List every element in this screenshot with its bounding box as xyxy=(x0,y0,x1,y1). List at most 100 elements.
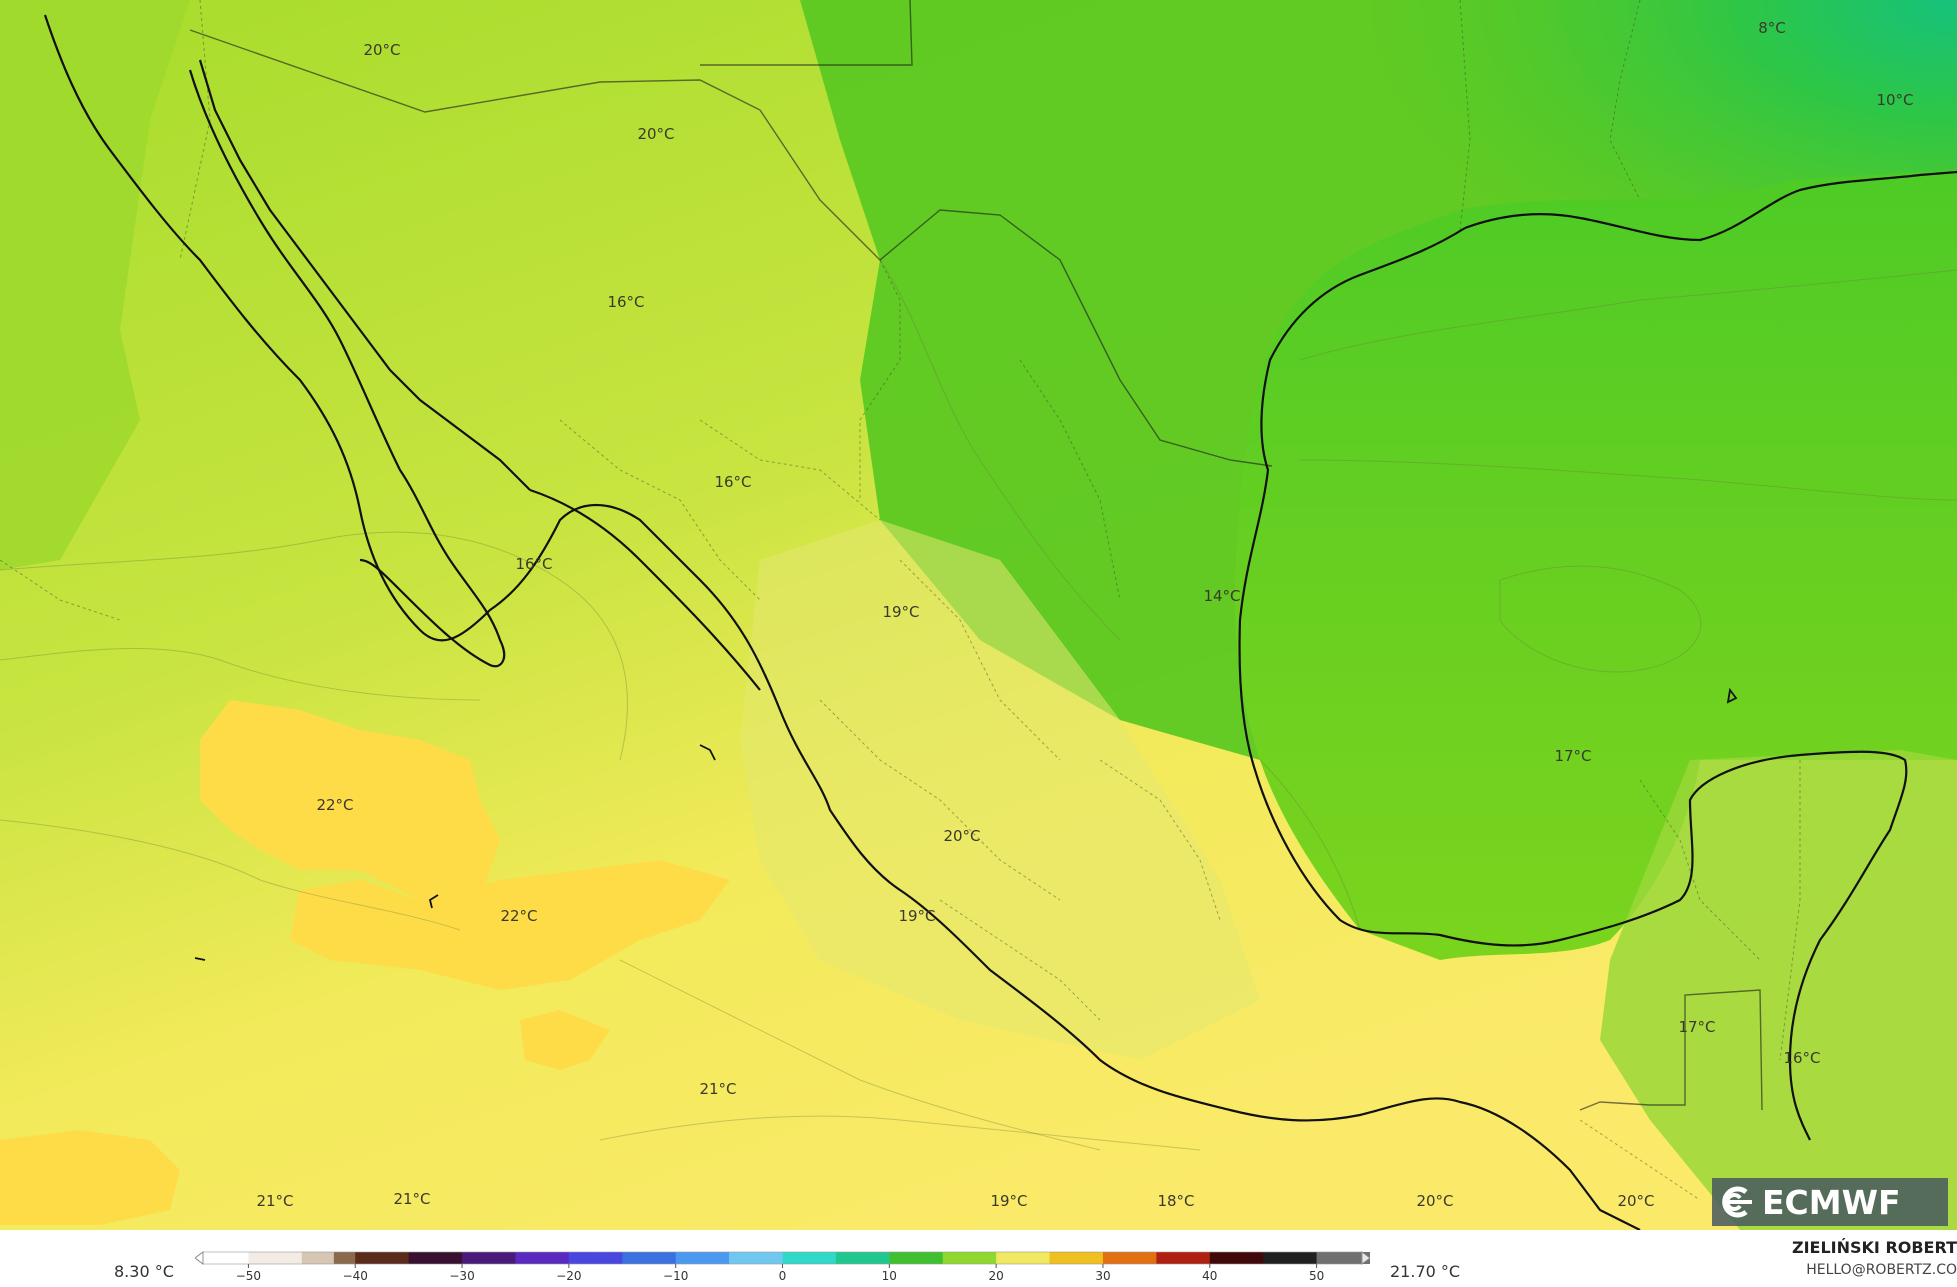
colorbar-segment xyxy=(1273,1252,1286,1264)
state-borders xyxy=(0,0,1801,1201)
colorbar-tick-label: −30 xyxy=(449,1269,474,1283)
colorbar-segment xyxy=(1006,1252,1018,1264)
colorbar-tick-label: −20 xyxy=(556,1269,581,1283)
colorbar-segment xyxy=(803,1252,816,1264)
colorbar-segment xyxy=(953,1252,965,1264)
colorbar-segment xyxy=(451,1252,463,1264)
pacific-warm-patch-2 xyxy=(290,860,730,990)
colorbar-segment xyxy=(1348,1252,1360,1264)
colorbar-segment xyxy=(964,1252,976,1264)
colorbar-segment xyxy=(889,1252,901,1264)
temperature-label: 20°C xyxy=(1416,1192,1454,1210)
colorbar-tick-label: −50 xyxy=(236,1269,261,1283)
colorbar-segment xyxy=(397,1252,410,1264)
colorbar-segment xyxy=(526,1252,538,1264)
gulf-of-mexico xyxy=(1235,170,1957,960)
islands xyxy=(194,687,1738,961)
colorbar-segment xyxy=(654,1252,666,1264)
colorbar-segment xyxy=(579,1252,591,1264)
colorbar-segment xyxy=(472,1252,484,1264)
colorbar-segment xyxy=(504,1252,516,1264)
colorbar-segment xyxy=(718,1252,730,1264)
colorbar-segment xyxy=(483,1252,495,1264)
colorbar-segment xyxy=(900,1252,912,1264)
colorbar-segment xyxy=(632,1252,645,1264)
colorbar-segment xyxy=(643,1252,655,1264)
temperature-label: 21°C xyxy=(256,1192,294,1210)
temperature-label: 19°C xyxy=(990,1192,1028,1210)
coastlines xyxy=(43,14,1957,1230)
colorbar-segment xyxy=(771,1252,783,1264)
colorbar-segment xyxy=(1241,1252,1253,1264)
colorbar-segment xyxy=(494,1252,506,1264)
colorbar-segment xyxy=(269,1252,281,1264)
ecmwf-logo: ECMWF xyxy=(1712,1178,1948,1226)
colorbar-segment xyxy=(387,1252,399,1264)
temperature-label: 16°C xyxy=(1783,1049,1821,1067)
colorbar-segment xyxy=(1049,1252,1061,1264)
legend-min-value: 8.30 °C xyxy=(114,1262,174,1281)
colorbar-tick-label: 40 xyxy=(1202,1269,1217,1283)
colorbar-segment xyxy=(547,1252,559,1264)
temperature-label: 22°C xyxy=(500,907,538,925)
temperature-label: 16°C xyxy=(714,473,752,491)
temperature-label: 20°C xyxy=(637,125,675,143)
colorbar-segment xyxy=(558,1252,570,1264)
colorbar-segment xyxy=(814,1252,826,1264)
ecmwf-logo-text: ECMWF xyxy=(1762,1182,1901,1222)
colorbar-segment xyxy=(1295,1252,1307,1264)
colorbar-segment xyxy=(1188,1252,1200,1264)
colorbar-segment xyxy=(611,1252,623,1264)
colorbar-segment xyxy=(825,1252,837,1264)
colorbar-segment xyxy=(686,1252,698,1264)
temperature-label: 21°C xyxy=(393,1190,431,1208)
temperature-label: 10°C xyxy=(1876,91,1914,109)
colorbar-segment xyxy=(942,1252,954,1264)
colorbar-segment xyxy=(590,1252,602,1264)
temperature-label: 20°C xyxy=(943,827,981,845)
colorbar-segment xyxy=(857,1252,869,1264)
temperature-label: 20°C xyxy=(1617,1192,1655,1210)
colorbar-segment xyxy=(430,1252,442,1264)
colorbar-segment xyxy=(344,1252,356,1264)
colorbar-segment xyxy=(996,1252,1008,1264)
colorbar-segment xyxy=(910,1252,922,1264)
central-plateau xyxy=(740,520,1260,1060)
colorbar-segment xyxy=(365,1252,378,1264)
colorbar-segment xyxy=(205,1252,217,1264)
colorbar-segment xyxy=(1220,1252,1232,1264)
colorbar-tick-label: 10 xyxy=(882,1269,897,1283)
colorbar-segment xyxy=(536,1252,548,1264)
colorbar-segment xyxy=(1327,1252,1339,1264)
legend-max-value: 21.70 °C xyxy=(1390,1262,1461,1281)
temperature-label: 22°C xyxy=(316,796,354,814)
temperature-map xyxy=(0,0,1957,1230)
colorbar-segment xyxy=(1081,1252,1093,1264)
colorbar-segment xyxy=(1124,1252,1136,1264)
colorbar-segment xyxy=(323,1252,335,1264)
colorbar-segment xyxy=(1167,1252,1179,1264)
colorbar-tick-label: −10 xyxy=(663,1269,688,1283)
colorbar-segment xyxy=(568,1252,581,1264)
colorbar-segment xyxy=(248,1252,260,1264)
contour-lines xyxy=(0,259,1957,1151)
colorbar-segment xyxy=(462,1252,474,1264)
colorbar-segment xyxy=(312,1252,324,1264)
colorbar-segment xyxy=(1102,1252,1115,1264)
colorbar-segment xyxy=(237,1252,249,1264)
colorbar-segment xyxy=(419,1252,431,1264)
temperature-label: 21°C xyxy=(699,1080,737,1098)
colorbar-segment xyxy=(1209,1252,1221,1264)
colorbar-segment xyxy=(974,1252,986,1264)
temperature-label: 17°C xyxy=(1554,747,1592,765)
colorbar-segment xyxy=(600,1252,613,1264)
yucatan-region xyxy=(1600,750,1957,1230)
colorbar-segment xyxy=(1135,1252,1147,1264)
colorbar-segment xyxy=(750,1252,762,1264)
colorbar-segment xyxy=(333,1252,346,1264)
temperature-label: 16°C xyxy=(515,555,553,573)
colorbar-segment xyxy=(761,1252,773,1264)
pacific-north-band xyxy=(0,0,190,570)
colorbar-segment xyxy=(216,1252,228,1264)
colorbar-tick-label: 0 xyxy=(779,1269,787,1283)
